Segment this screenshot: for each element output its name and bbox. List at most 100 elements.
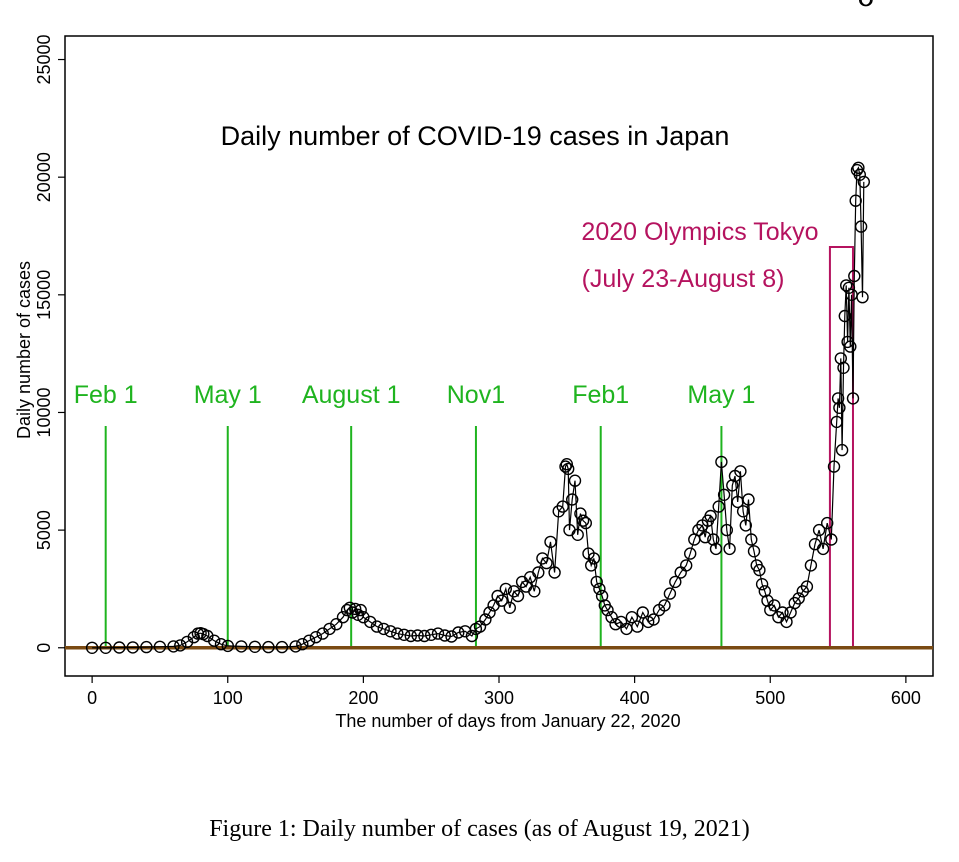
event-lines: Feb 1 May 1 August 1 Nov1 Feb1 May 1 (74, 381, 755, 648)
data-point (848, 269, 861, 283)
data-point (726, 479, 739, 492)
data-point (235, 640, 248, 653)
data-point (723, 542, 736, 556)
data-point (854, 220, 868, 233)
data-point (568, 474, 582, 487)
data-point (853, 168, 866, 182)
data-point (736, 505, 750, 518)
data-point (625, 611, 639, 624)
data-point (167, 640, 180, 653)
data-point (354, 603, 367, 617)
data-point (262, 640, 275, 654)
data-point (465, 629, 479, 643)
data-point (404, 629, 417, 643)
data-point (601, 603, 614, 617)
data-point (857, 175, 870, 189)
data-point (532, 566, 545, 579)
olympics-label-line1: 2020 Olympics Tokyo (581, 218, 818, 246)
data-point (680, 559, 693, 572)
data-point (556, 500, 569, 513)
y-tick-label: 15000 (34, 270, 54, 320)
event-label: August 1 (302, 381, 401, 409)
data-point (153, 640, 167, 653)
data-point (842, 281, 856, 294)
y-tick-label: 25000 (34, 34, 54, 84)
data-point (792, 592, 805, 605)
y-axis: 0 5000 10000 15000 20000 25000 (34, 34, 65, 653)
data-point (340, 603, 354, 617)
data-point (704, 509, 717, 523)
event-label: May 1 (194, 381, 262, 409)
data-point (720, 523, 733, 537)
data-point (816, 542, 830, 556)
data-point (699, 531, 712, 544)
x-tick-label: 400 (620, 688, 650, 708)
data-point (548, 566, 561, 579)
data-point (99, 641, 112, 654)
data-point (576, 514, 590, 527)
data-point (590, 575, 603, 589)
data-point (302, 634, 316, 647)
data-point (346, 606, 359, 619)
data-point (838, 309, 851, 323)
y-tick-label: 20000 (34, 152, 54, 202)
x-tick-label: 0 (87, 688, 97, 708)
data-point (479, 613, 492, 626)
data-point (852, 161, 865, 175)
data-point (495, 594, 508, 607)
data-point (275, 640, 289, 654)
data-point (528, 585, 541, 598)
data-point (511, 589, 525, 603)
data-point (587, 552, 601, 565)
data-point (431, 627, 445, 640)
data-point (631, 620, 644, 633)
data-point (840, 279, 853, 292)
y-tick-label: 0 (34, 643, 54, 653)
data-point (425, 628, 438, 641)
data-point (715, 455, 728, 469)
data-point (544, 535, 557, 549)
figure-caption: Figure 1: Daily number of cases (as of A… (209, 816, 750, 842)
data-point (126, 641, 140, 654)
olympics-label-line2: (July 23-August 8) (582, 265, 785, 293)
data-point (214, 638, 228, 651)
data-point (684, 547, 697, 560)
data-point (349, 602, 362, 616)
data-point (837, 361, 850, 374)
data-point (411, 629, 424, 642)
data-point (804, 559, 818, 572)
data-point (140, 640, 153, 654)
data-point (330, 618, 343, 631)
data-point (825, 533, 838, 546)
data-point (296, 638, 309, 651)
data-point (821, 516, 834, 530)
chart-title: Daily number of COVID-19 cases in Japan (221, 121, 730, 151)
x-tick-label: 200 (348, 688, 378, 708)
data-point (707, 533, 720, 546)
data-point (574, 507, 587, 520)
x-tick-label: 600 (891, 688, 921, 708)
data-point (747, 545, 761, 558)
data-point (849, 194, 862, 207)
data-point (835, 443, 849, 457)
data-point (438, 629, 451, 642)
data-point (856, 291, 869, 304)
data-point (503, 601, 516, 614)
data-point (289, 640, 302, 653)
data-point (669, 575, 682, 589)
data-point (827, 460, 841, 473)
data-point (595, 589, 609, 603)
data-point (370, 620, 384, 633)
data-point (377, 622, 390, 636)
data-point (717, 488, 731, 501)
event-label: May 1 (687, 381, 755, 409)
data-point (560, 458, 573, 471)
data-point (742, 493, 755, 506)
data-point (391, 627, 404, 640)
data-point (755, 578, 769, 591)
event-label: Feb 1 (74, 381, 138, 409)
data-point (579, 516, 592, 530)
data-point (309, 631, 323, 644)
x-tick-label: 300 (484, 688, 514, 708)
data-point (397, 628, 411, 641)
